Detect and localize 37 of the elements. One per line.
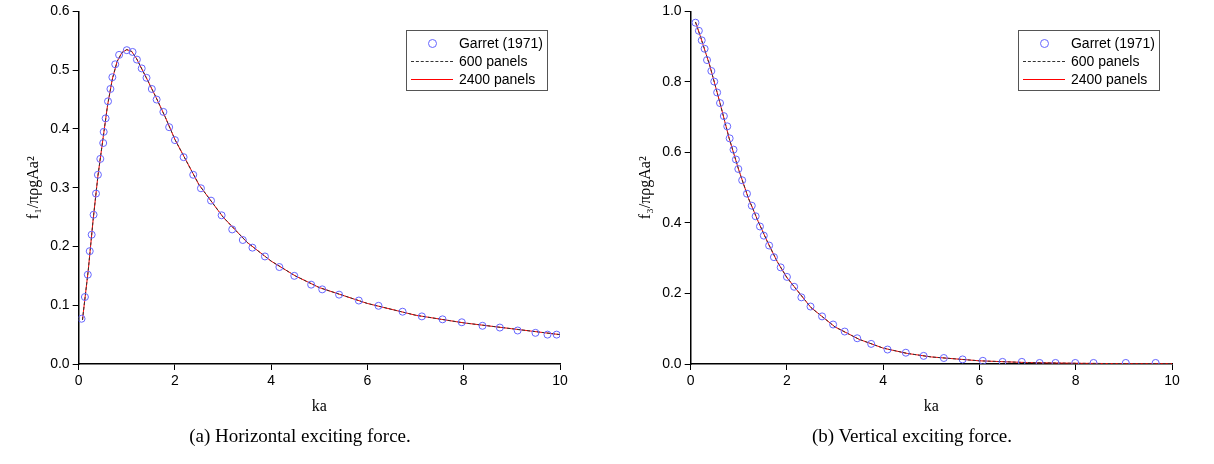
y-tick-label: 0.0 — [50, 354, 70, 371]
x-tick-label: 6 — [363, 372, 372, 389]
x-tick-label: 2 — [783, 372, 792, 389]
x-tick-label: 0 — [686, 372, 695, 389]
x-tick-label: 10 — [1164, 372, 1180, 389]
y-tick-label: 0.1 — [50, 296, 70, 313]
x-tick-label: 10 — [552, 372, 568, 389]
x-tick-label: 4 — [879, 372, 888, 389]
y-tick-label: 0.6 — [662, 143, 682, 160]
y-tick-label: 0.3 — [50, 178, 70, 195]
x-tick-label: 0 — [74, 372, 83, 389]
y-tick-label: 1.0 — [662, 2, 682, 19]
y-tick-label: 0.5 — [50, 61, 70, 78]
y-tick-label: 0.6 — [50, 2, 70, 19]
legend-label: Garret (1971) — [1070, 35, 1155, 51]
text: (b) Vertical exciting force. — [810, 425, 1014, 447]
y-tick-label: 0.4 — [662, 213, 682, 230]
y-axis-title: f₁/πρgAa² — [23, 156, 42, 220]
y-tick-label: 0.4 — [50, 119, 70, 136]
x-axis-title: ka — [311, 396, 327, 414]
y-tick-label: 0.2 — [662, 284, 682, 301]
x-tick-label: 6 — [975, 372, 984, 389]
legend-label: 600 panels — [1070, 53, 1140, 69]
x-tick-label: 8 — [1071, 372, 1080, 389]
y-tick-label: 0.2 — [50, 237, 70, 254]
legend-label: 2400 panels — [458, 71, 536, 87]
y-axis-title: f₃/πρgAa² — [635, 156, 654, 220]
legend-label: 2400 panels — [1070, 71, 1148, 87]
x-tick-label: 8 — [459, 372, 468, 389]
x-axis-title: ka — [923, 396, 939, 414]
x-tick-label: 4 — [267, 372, 276, 389]
x-tick-label: 2 — [171, 372, 180, 389]
legend-label: 600 panels — [458, 53, 528, 69]
legend-label: Garret (1971) — [458, 35, 543, 51]
text: (a) Horizontal exciting force. — [188, 425, 412, 447]
y-tick-label: 0.0 — [662, 354, 682, 371]
y-tick-label: 0.8 — [662, 72, 682, 89]
